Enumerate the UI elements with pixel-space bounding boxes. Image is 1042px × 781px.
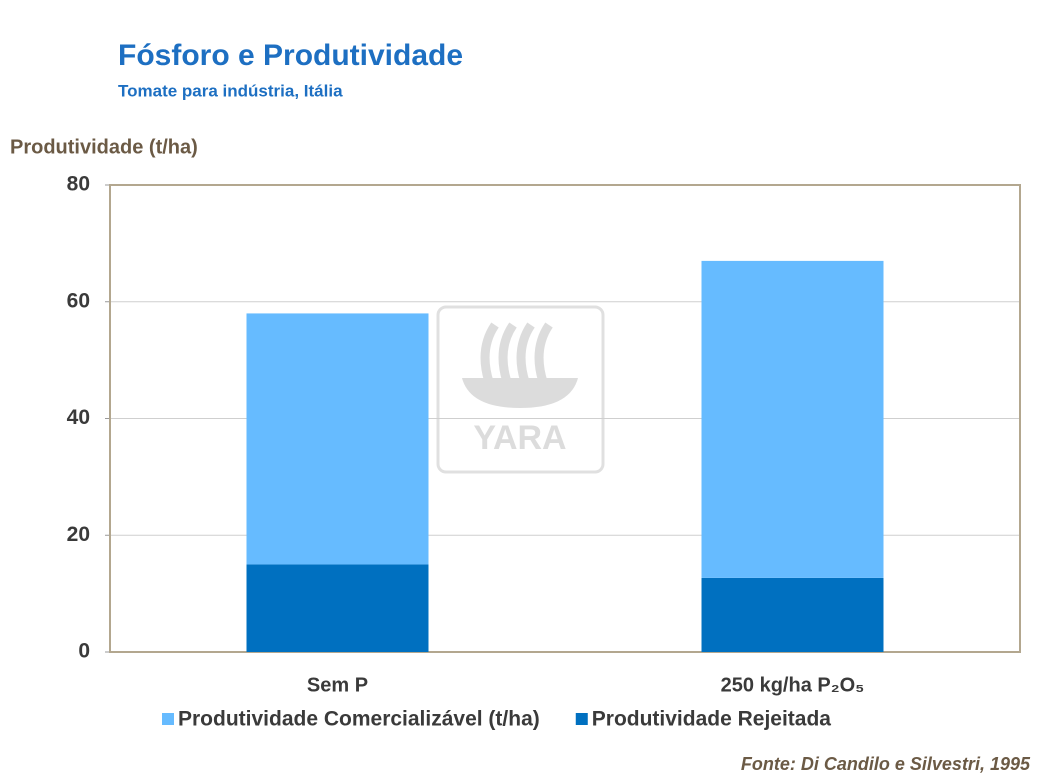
y-tick-label: 60 xyxy=(67,289,90,312)
x-tick-label: Sem P xyxy=(307,674,368,696)
x-tick-label: 250 kg/ha P₂O₅ xyxy=(721,674,865,696)
y-tick-label: 20 xyxy=(67,523,90,546)
y-tick-label: 80 xyxy=(67,173,90,196)
logo-ship xyxy=(462,378,578,408)
legend-swatch xyxy=(162,713,174,725)
legend-label: Produtividade Rejeitada xyxy=(592,708,832,731)
bar-segment xyxy=(701,260,884,578)
watermark-logo: YARA xyxy=(436,305,605,474)
legend-swatch xyxy=(575,713,588,725)
bar-segment xyxy=(701,577,884,652)
logo-sails xyxy=(480,322,553,387)
chart-subtitle: Tomate para indústria, Itália xyxy=(118,81,343,100)
plot-frame xyxy=(109,184,1021,653)
logo-frame xyxy=(436,305,605,474)
y-tick-label: 40 xyxy=(67,406,90,429)
chart-title: Fósforo e Produtividade xyxy=(118,39,463,72)
bar-segment xyxy=(246,564,429,652)
legend-label: Produtividade Comercializável (t/ha) xyxy=(178,708,540,731)
y-tick-label: 0 xyxy=(78,640,90,663)
bar-segment xyxy=(246,313,429,565)
watermark-text: YARA xyxy=(473,419,566,457)
source-note: Fonte: Di Candilo e Silvestri, 1995 xyxy=(741,754,1031,774)
y-axis-label: Produtividade (t/ha) xyxy=(10,136,198,158)
